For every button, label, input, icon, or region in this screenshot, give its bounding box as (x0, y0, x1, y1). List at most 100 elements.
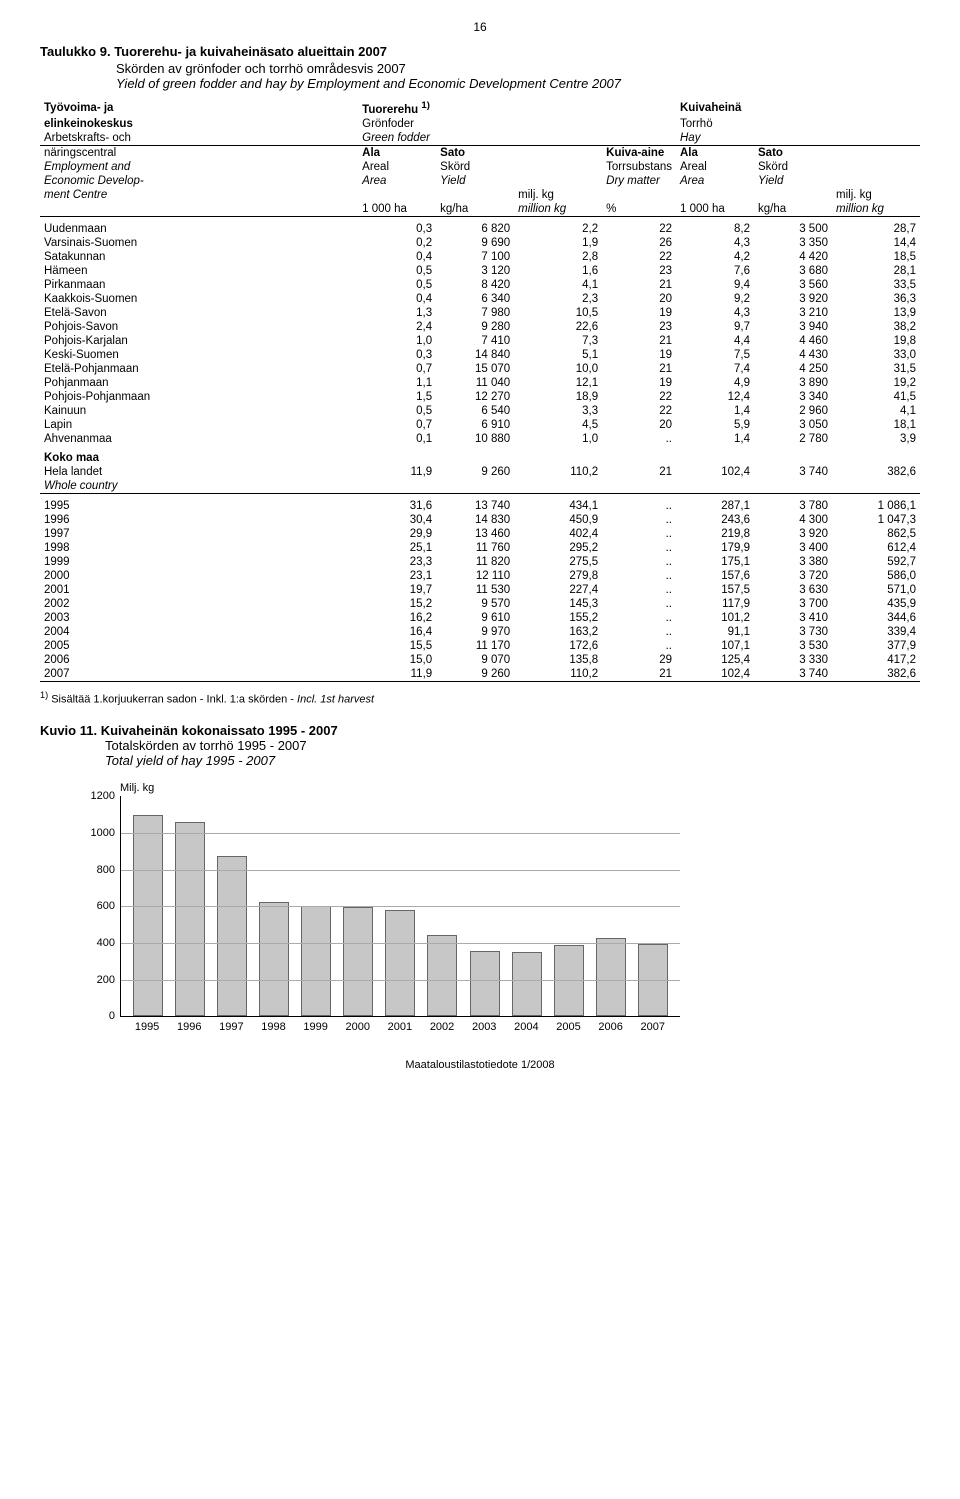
cell: 1 086,1 (832, 493, 920, 513)
cell: 102,4 (676, 667, 754, 682)
cell: 344,6 (832, 611, 920, 625)
cell: 3 380 (754, 555, 832, 569)
cell: 38,2 (832, 320, 920, 334)
cell: 0,7 (358, 418, 436, 432)
cell: .. (602, 527, 676, 541)
cell: 3,9 (832, 432, 920, 446)
cell: 15,5 (358, 639, 436, 653)
cell: 145,3 (514, 597, 602, 611)
x-tick-label: 1996 (177, 1021, 201, 1033)
cell: 4 250 (754, 362, 832, 376)
y-tick-label: 400 (79, 937, 115, 949)
cell: 125,4 (676, 653, 754, 667)
cell: 9 070 (436, 653, 514, 667)
cell: 16,2 (358, 611, 436, 625)
x-tick-label: 2007 (641, 1021, 665, 1033)
cell: 3 410 (754, 611, 832, 625)
footnote-text: Sisältää 1.korjuukerran sadon - Inkl. 1:… (51, 693, 294, 705)
cell: 4,4 (676, 334, 754, 348)
footnote-en: Incl. 1st harvest (297, 693, 374, 705)
total-f: 3 740 (754, 465, 832, 479)
cell: 28,1 (832, 264, 920, 278)
cell: 107,1 (676, 639, 754, 653)
cell: 22,6 (514, 320, 602, 334)
cell: 41,5 (832, 390, 920, 404)
x-labels: 1995199619971998199920002001200220032004… (120, 1017, 680, 1033)
cell: 2,3 (514, 292, 602, 306)
table-row: Uudenmaan0,36 8202,2228,23 50028,7 (40, 216, 920, 236)
cell: 1,5 (358, 390, 436, 404)
cell: 29 (602, 653, 676, 667)
table-row: 200215,29 570145,3..117,93 700435,9 (40, 597, 920, 611)
group1-sup: 1) (421, 100, 430, 111)
bar (175, 822, 205, 1016)
y-tick-label: 600 (79, 900, 115, 912)
cell: 21 (602, 334, 676, 348)
grid-line (121, 870, 680, 871)
row-label: 1997 (40, 527, 358, 541)
cell: 19 (602, 376, 676, 390)
cell: .. (602, 541, 676, 555)
rowhead-fi2: elinkeinokeskus (40, 117, 358, 131)
cell: 28,7 (832, 216, 920, 236)
table-row: 199923,311 820275,5..175,13 380592,7 (40, 555, 920, 569)
bar (512, 952, 542, 1016)
cell: 3 920 (754, 527, 832, 541)
group1-fi: Tuorerehu 1) (358, 99, 676, 117)
cell: 0,4 (358, 250, 436, 264)
bar (217, 856, 247, 1016)
cell: 1,4 (676, 404, 754, 418)
cell: 434,1 (514, 493, 602, 513)
bar-chart: Milj. kg 020040060080010001200 199519961… (120, 782, 680, 1033)
cell: 7 100 (436, 250, 514, 264)
cell: 4,1 (832, 404, 920, 418)
row-label: Keski-Suomen (40, 348, 358, 362)
row-label: 2005 (40, 639, 358, 653)
x-tick-label: 2002 (430, 1021, 454, 1033)
y-tick-label: 1000 (79, 827, 115, 839)
cell: 26 (602, 236, 676, 250)
cell: 7,5 (676, 348, 754, 362)
cell: 227,4 (514, 583, 602, 597)
table-row: 200515,511 170172,6..107,13 530377,9 (40, 639, 920, 653)
cell: 14 830 (436, 513, 514, 527)
cell: 1,4 (676, 432, 754, 446)
group1-sv: Grönfoder (358, 117, 676, 131)
rowhead-sv2: näringscentral (40, 145, 358, 160)
cell: 23,3 (358, 555, 436, 569)
page-number: 16 (40, 20, 920, 34)
group1-fi-text: Tuorerehu (362, 104, 418, 116)
cell: 19 (602, 348, 676, 362)
cell: 9 260 (436, 667, 514, 682)
cell: 14 840 (436, 348, 514, 362)
row-label: Etelä-Savon (40, 306, 358, 320)
footnote-sup: 1) (40, 690, 48, 700)
cell: 6 540 (436, 404, 514, 418)
table-row: Pohjois-Pohjanmaan1,512 27018,92212,43 3… (40, 390, 920, 404)
cell: 571,0 (832, 583, 920, 597)
table-row: Pohjois-Karjalan1,07 4107,3214,44 46019,… (40, 334, 920, 348)
cell: 275,5 (514, 555, 602, 569)
cell: 6 340 (436, 292, 514, 306)
cell: 3 700 (754, 597, 832, 611)
y-tick-label: 1200 (79, 790, 115, 802)
row-label: 2003 (40, 611, 358, 625)
bar (343, 907, 373, 1016)
chart-area: 020040060080010001200 (120, 796, 680, 1017)
cell: 19 (602, 306, 676, 320)
cell: 20 (602, 292, 676, 306)
cell: 10,5 (514, 306, 602, 320)
cell: 3 210 (754, 306, 832, 320)
cell: 586,0 (832, 569, 920, 583)
cell: 3 680 (754, 264, 832, 278)
cell: 157,6 (676, 569, 754, 583)
table-row: Pirkanmaan0,58 4204,1219,43 56033,5 (40, 278, 920, 292)
cell: 33,0 (832, 348, 920, 362)
bar (259, 902, 289, 1016)
page-footer: Maataloustilastotiedote 1/2008 (40, 1059, 920, 1071)
bar (470, 951, 500, 1016)
table-row: 200711,99 260110,221102,43 740382,6 (40, 667, 920, 682)
table-row: 200316,29 610155,2..101,23 410344,6 (40, 611, 920, 625)
cell: 9 610 (436, 611, 514, 625)
table-row: Hämeen0,53 1201,6237,63 68028,1 (40, 264, 920, 278)
